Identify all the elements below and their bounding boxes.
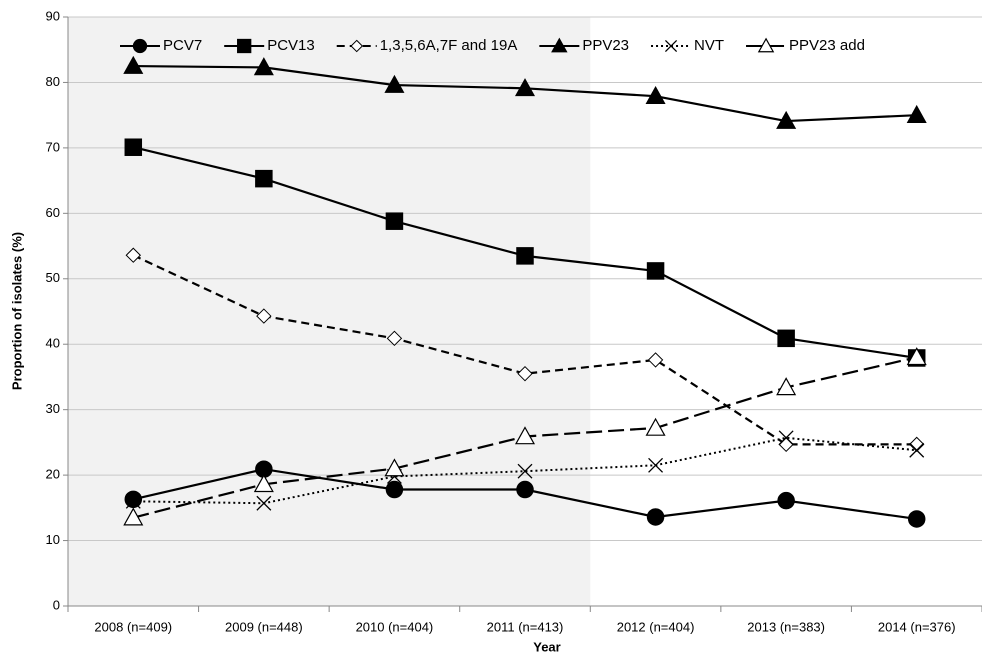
x-tick-label: 2014 (n=376) [878, 619, 956, 634]
marker [517, 365, 533, 382]
marker [909, 442, 925, 458]
marker [646, 508, 665, 526]
y-tick-label: 60 [46, 205, 60, 220]
marker [384, 74, 405, 93]
marker [516, 480, 534, 499]
x-tick-label: 2012 (n=404) [617, 619, 695, 634]
x-axis-title: Year [533, 639, 560, 654]
marker [256, 308, 272, 324]
x-tick-label: 2009 (n=448) [225, 619, 303, 634]
y-tick-label: 80 [46, 74, 60, 89]
y-tick-label: 70 [46, 139, 60, 154]
marker [124, 138, 143, 156]
legend-label: 1,3,5,6A,7F and 19A [380, 37, 518, 54]
x-tick-label: 2011 (n=413) [487, 619, 564, 634]
y-tick-label: 90 [46, 8, 60, 23]
y-axis-title: Proportion of isolates (%) [9, 232, 24, 390]
marker [909, 436, 925, 453]
marker [256, 495, 272, 511]
marker [646, 262, 665, 280]
marker [778, 430, 794, 446]
y-tick-label: 20 [46, 467, 60, 482]
marker [125, 247, 141, 263]
marker [123, 507, 144, 526]
shaded-period [68, 17, 591, 606]
marker [514, 426, 536, 445]
marker [645, 85, 666, 104]
y-tick-label: 0 [53, 597, 60, 612]
marker [516, 247, 534, 265]
x-tick-label: 2010 (n=404) [356, 619, 434, 634]
marker [757, 37, 775, 53]
marker [551, 37, 568, 53]
marker [648, 457, 664, 473]
marker [253, 57, 274, 76]
y-tick-label: 40 [46, 336, 60, 351]
marker [777, 491, 795, 510]
marker [132, 38, 148, 54]
y-tick-label: 30 [46, 401, 60, 416]
legend: PCV7 PCV13 1,3,5,6A,7F and 19A PPV23 NVT PPV2… [120, 37, 865, 54]
marker [906, 347, 927, 366]
marker [350, 39, 364, 53]
legend-label: PCV7 [163, 37, 202, 54]
marker [664, 39, 678, 53]
marker [124, 490, 143, 509]
marker [778, 436, 794, 453]
marker [386, 330, 403, 347]
legend-label: PPV23 [582, 37, 629, 54]
marker [125, 493, 141, 509]
marker [776, 110, 797, 129]
marker [906, 104, 927, 123]
legend-label: PCV13 [267, 37, 315, 54]
y-tick-label: 50 [46, 270, 60, 285]
marker [237, 38, 252, 54]
x-tick-label: 2013 (n=383) [747, 619, 825, 634]
legend-label: NVT [694, 37, 724, 54]
marker [777, 329, 795, 348]
marker [514, 78, 536, 97]
marker [647, 352, 664, 368]
marker [253, 474, 274, 493]
marker [645, 417, 666, 436]
marker [517, 463, 533, 479]
y-tick-label: 10 [46, 532, 60, 547]
marker [255, 169, 273, 188]
x-tick-label: 2008 (n=409) [94, 619, 172, 634]
legend-label: PPV23 add [789, 37, 865, 54]
marker [123, 55, 144, 74]
marker [385, 212, 404, 230]
marker [907, 510, 926, 528]
marker [385, 480, 404, 499]
marker [776, 377, 797, 396]
marker [384, 458, 405, 477]
